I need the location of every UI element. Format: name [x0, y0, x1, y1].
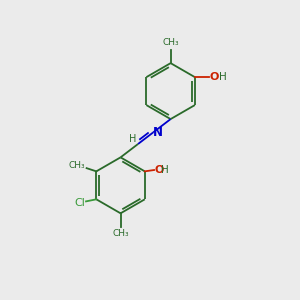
Text: H: H: [129, 134, 136, 144]
Text: O: O: [154, 165, 164, 175]
Text: CH₃: CH₃: [112, 230, 129, 238]
Text: H: H: [219, 72, 227, 82]
Text: CH₃: CH₃: [162, 38, 179, 47]
Text: CH₃: CH₃: [68, 161, 85, 170]
Text: N: N: [153, 126, 163, 139]
Text: O: O: [210, 72, 219, 82]
Text: H: H: [161, 165, 169, 175]
Text: Cl: Cl: [74, 198, 85, 208]
